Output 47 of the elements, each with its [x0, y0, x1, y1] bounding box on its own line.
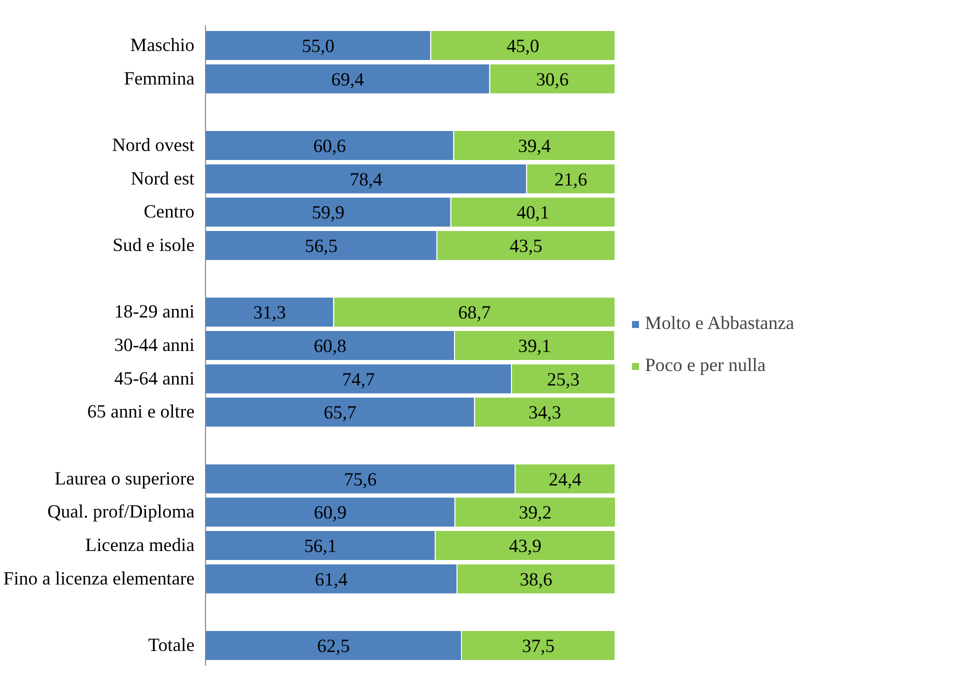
data-label: 39,4	[518, 136, 552, 157]
data-label: 78,4	[350, 169, 384, 190]
data-label: 61,4	[314, 569, 348, 590]
data-label: 56,1	[304, 536, 337, 557]
legend-label: Molto e Abbastanza	[645, 313, 794, 335]
data-label: 60,9	[314, 502, 347, 524]
data-label: 43,9	[508, 536, 542, 557]
y-tick-label: Totale	[148, 635, 195, 656]
y-tick-label: Femmina	[124, 68, 196, 90]
y-tick-label: Maschio	[130, 35, 194, 56]
data-label: 40,1	[516, 202, 550, 224]
y-tick-label: Qual. prof/Diploma	[47, 502, 196, 523]
data-label: 59,9	[312, 202, 345, 224]
data-label: 39,2	[518, 502, 552, 524]
y-tick-label: Centro	[144, 202, 195, 223]
y-tick-label: 18-29 anni	[114, 302, 195, 323]
data-label: 45,0	[506, 36, 540, 57]
data-label: 69,4	[331, 69, 365, 90]
legend-label: Poco e per nulla	[645, 355, 766, 377]
data-label: 38,6	[520, 569, 552, 590]
data-label: 24,4	[548, 469, 582, 490]
y-tick-label: Laurea o superiore	[54, 468, 195, 490]
data-label: 30,6	[536, 69, 569, 90]
y-tick-label: 65 anni e oltre	[87, 402, 195, 423]
data-label: 62,5	[317, 636, 350, 657]
data-label: 75,6	[344, 469, 377, 490]
y-tick-label: Nord est	[130, 168, 196, 190]
y-tick-label: 30-44 anni	[114, 335, 195, 356]
data-label: 60,6	[313, 136, 346, 157]
y-tick-label: Nord ovest	[112, 135, 196, 156]
y-tick-label: Fino a licenza elementare	[3, 568, 195, 590]
y-tick-label: Licenza media	[85, 535, 196, 556]
data-label: 34,3	[528, 402, 562, 424]
y-tick-label: Sud e isole	[112, 235, 195, 256]
data-label: 56,5	[304, 236, 338, 257]
data-label: 68,7	[458, 302, 491, 324]
data-label: 74,7	[342, 369, 375, 390]
data-label: 31,3	[253, 302, 286, 324]
data-label: 55,0	[302, 36, 334, 57]
data-label: 37,5	[522, 636, 555, 657]
data-label: 39,1	[518, 336, 551, 357]
data-label: 43,5	[510, 236, 542, 257]
data-label: 25,3	[546, 369, 580, 390]
data-label: 65,7	[324, 402, 356, 424]
data-label: 60,8	[314, 336, 346, 357]
y-tick-label: 45-64 anni	[114, 368, 195, 390]
data-label: 21,6	[554, 169, 588, 190]
